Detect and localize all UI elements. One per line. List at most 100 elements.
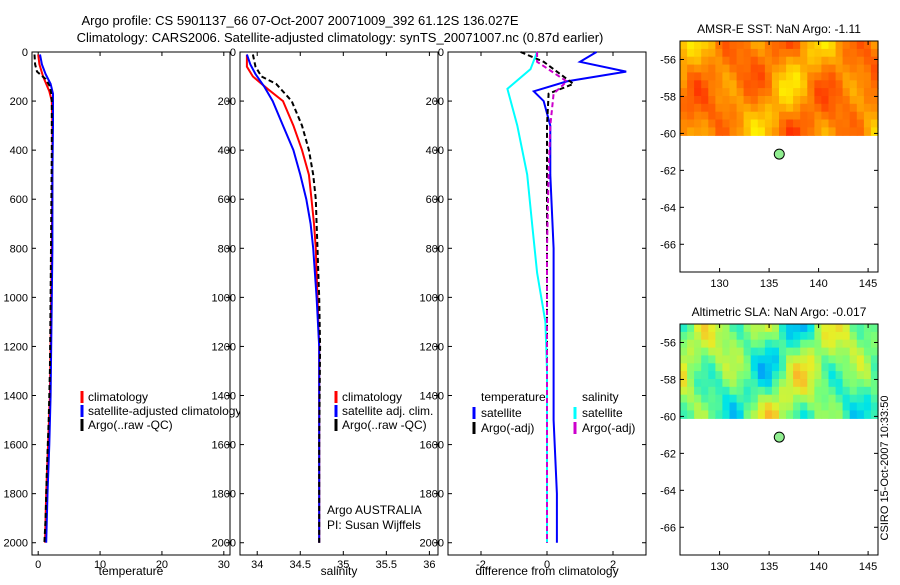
sst-field-cell bbox=[856, 111, 865, 121]
sst-ytick-label: -64 bbox=[660, 202, 676, 214]
sla-field-cell bbox=[807, 379, 815, 388]
sst-field-cell bbox=[863, 96, 872, 105]
sla-field-cell bbox=[701, 410, 709, 419]
sla-field-cell bbox=[729, 386, 738, 396]
sst-field-cell bbox=[736, 80, 745, 89]
sla-field-cell bbox=[779, 355, 787, 364]
salinity-xtick-label: 36 bbox=[423, 559, 435, 571]
sst-field-cell bbox=[722, 56, 731, 66]
sla-field-cell bbox=[814, 371, 823, 380]
sst-field-cell bbox=[715, 64, 724, 74]
sla-field-cell bbox=[849, 371, 858, 380]
sst-field-cell bbox=[757, 41, 766, 50]
sla-field-cell bbox=[736, 410, 745, 419]
sla-field-cell bbox=[736, 324, 745, 333]
sst-field-cell bbox=[715, 103, 724, 113]
sla-field-cell bbox=[694, 355, 702, 364]
sla-field-cell bbox=[687, 347, 695, 357]
sla-field-cell bbox=[786, 331, 794, 341]
sst-field-cell bbox=[870, 127, 879, 136]
sla-field-cell bbox=[814, 394, 823, 404]
sst-field-cell bbox=[856, 56, 865, 66]
sla-field-cell bbox=[786, 324, 794, 333]
sst-field-cell bbox=[715, 96, 724, 105]
temperature-series-satellite-adjusted-climatology bbox=[39, 54, 54, 543]
sst-field-cell bbox=[764, 88, 773, 97]
sst-field-cell bbox=[786, 56, 794, 66]
sla-field-cell bbox=[807, 339, 815, 349]
sla-field-cell bbox=[863, 410, 872, 419]
sst-field-cell bbox=[757, 119, 766, 128]
sla-field-cell bbox=[842, 363, 851, 372]
sla-field-cell bbox=[687, 379, 695, 388]
sla-field-cell bbox=[786, 379, 794, 388]
sla-field-cell bbox=[680, 371, 688, 380]
sla-field-cell bbox=[736, 379, 745, 388]
sst-field-cell bbox=[793, 72, 801, 81]
sst-field-cell bbox=[680, 103, 688, 113]
sst-field-cell bbox=[828, 48, 837, 58]
sst-field-cell bbox=[750, 48, 759, 58]
sla-field-cell bbox=[750, 355, 759, 364]
sst-field-cell bbox=[701, 103, 709, 113]
sst-field-cell bbox=[870, 119, 879, 128]
sla-field-cell bbox=[722, 324, 731, 333]
sst-field-cell bbox=[701, 72, 709, 81]
sst-field-cell bbox=[856, 119, 865, 128]
sst-field-cell bbox=[701, 96, 709, 105]
sla-field-cell bbox=[694, 363, 702, 372]
sst-field-cell bbox=[842, 56, 851, 66]
sla-field-cell bbox=[835, 394, 844, 404]
sst-field-cell bbox=[722, 41, 731, 50]
sst-field-cell bbox=[800, 64, 808, 74]
sst-field-cell bbox=[786, 72, 794, 81]
sla-field-cell bbox=[722, 379, 731, 388]
sla-field-cell bbox=[793, 394, 801, 404]
sst-field-cell bbox=[771, 96, 780, 105]
sla-field-cell bbox=[793, 324, 801, 333]
sst-field-cell bbox=[779, 64, 787, 74]
sla-field-cell bbox=[736, 363, 745, 372]
sst-field-cell bbox=[757, 48, 766, 58]
sla-field-cell bbox=[828, 402, 837, 411]
sst-field-cell bbox=[800, 119, 808, 128]
sla-field-cell bbox=[729, 410, 738, 419]
sla-field-cell bbox=[786, 386, 794, 396]
sla-field-cell bbox=[687, 363, 695, 372]
sla-field-cell bbox=[750, 371, 759, 380]
salinity-legend-entry: Argo(..raw -QC) bbox=[342, 418, 427, 432]
sla-field-cell bbox=[708, 347, 716, 357]
sla-field-cell bbox=[779, 379, 787, 388]
salinity-ytick-label: 800 bbox=[218, 243, 236, 255]
sst-field-cell bbox=[771, 48, 780, 58]
sst-field-cell bbox=[708, 48, 716, 58]
sla-field-cell bbox=[708, 379, 716, 388]
sla-field-cell bbox=[800, 386, 808, 396]
sst-field-cell bbox=[849, 127, 858, 136]
sla-field-cell bbox=[722, 331, 731, 341]
sla-field-cell bbox=[750, 410, 759, 419]
sst-field-cell bbox=[800, 56, 808, 66]
header-title-line2: Climatology: CARS2006. Satellite-adjuste… bbox=[77, 30, 604, 45]
sst-field-cell bbox=[786, 80, 794, 89]
temperature-xtick-label: 30 bbox=[218, 559, 230, 571]
sla-field-cell bbox=[694, 347, 702, 357]
sla-field-cell bbox=[764, 410, 773, 419]
sla-field-cell bbox=[800, 394, 808, 404]
sla-field-cell bbox=[821, 331, 830, 341]
sla-field-cell bbox=[708, 410, 716, 419]
sla-field-cell bbox=[856, 331, 865, 341]
sla-field-cell bbox=[779, 324, 787, 333]
sla-field-cell bbox=[771, 331, 780, 341]
sla-field-cell bbox=[701, 339, 709, 349]
sla-field-cell bbox=[835, 324, 844, 333]
sla-field-cell bbox=[680, 324, 688, 333]
sst-field-cell bbox=[842, 80, 851, 89]
sst-field-cell bbox=[722, 127, 731, 136]
temperature-ytick-label: 600 bbox=[10, 194, 28, 206]
sla-field-cell bbox=[743, 371, 752, 380]
temperature-ytick-label: 200 bbox=[10, 96, 28, 108]
sst-field-cell bbox=[849, 64, 858, 74]
sst-field-cell bbox=[736, 41, 745, 50]
sla-field-cell bbox=[708, 331, 716, 341]
